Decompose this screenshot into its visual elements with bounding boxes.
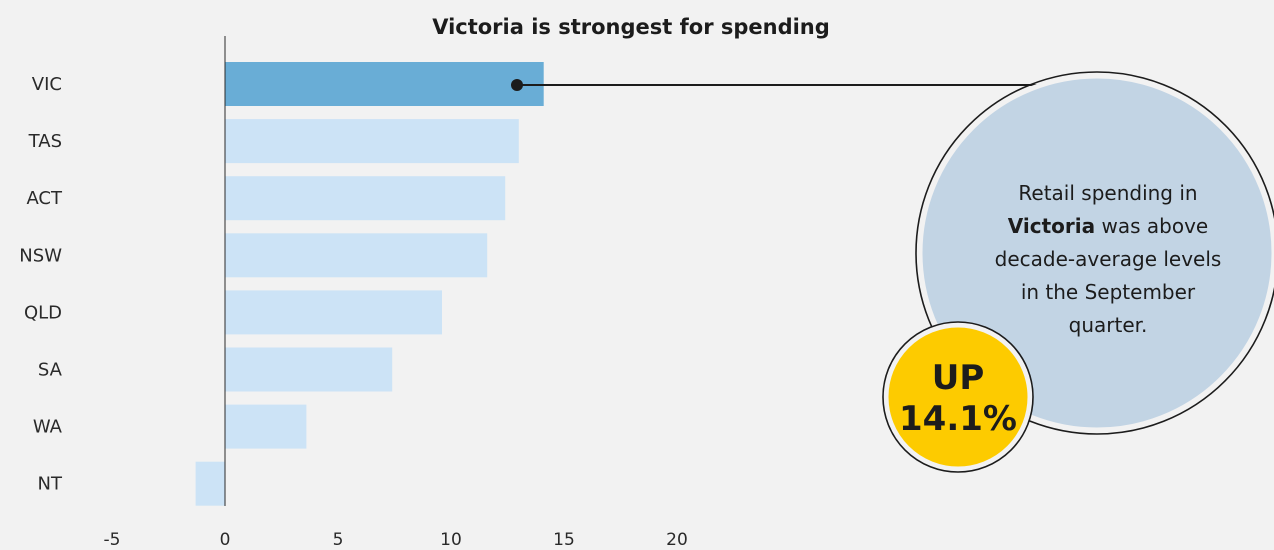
chart-title: Victoria is strongest for spending — [432, 15, 830, 39]
category-labels: VIC TAS ACT NSW QLD SA WA NT — [19, 74, 63, 495]
badge-line-1: UP — [932, 358, 985, 398]
x-tick-label: 5 — [333, 530, 344, 550]
x-axis-ticks: -5 0 5 10 15 20 — [104, 530, 688, 550]
callout-line-2-rest: was above — [1095, 214, 1208, 238]
callout-line-4: in the September — [1021, 280, 1196, 304]
badge-circle-outline — [882, 321, 1034, 473]
x-tick-label: -5 — [104, 530, 121, 550]
badge-line-2: 14.1% — [899, 399, 1017, 439]
category-label-sa: SA — [38, 360, 63, 381]
bar-qld — [225, 290, 442, 335]
category-label-nsw: NSW — [19, 245, 62, 266]
bars-layer — [195, 62, 544, 506]
category-label-qld: QLD — [24, 302, 62, 323]
category-label-tas: TAS — [28, 131, 62, 152]
x-tick-label: 15 — [553, 530, 575, 550]
x-tick-label: 10 — [440, 530, 462, 550]
badge-circle — [883, 322, 1033, 472]
bar-wa — [225, 404, 307, 449]
bar-act — [225, 176, 506, 221]
callout-circle-outline — [915, 71, 1274, 435]
callout-line-3: decade-average levels — [995, 247, 1222, 271]
category-label-vic: VIC — [32, 74, 62, 95]
x-tick-label: 20 — [666, 530, 688, 550]
x-tick-label: 0 — [220, 530, 231, 550]
bar-nt — [195, 461, 225, 506]
bar-nsw — [225, 233, 488, 278]
callout-leader-dot — [511, 79, 523, 91]
category-label-act: ACT — [26, 188, 63, 209]
category-label-wa: WA — [33, 417, 63, 438]
callout-line-1: Retail spending in — [1018, 181, 1197, 205]
bar-tas — [225, 119, 519, 164]
callout-line-2: Victoria was above — [1008, 214, 1208, 238]
callout-line-5: quarter. — [1069, 313, 1148, 337]
category-label-nt: NT — [38, 474, 63, 495]
callout-highlight-state: Victoria — [1008, 214, 1095, 238]
bar-vic — [225, 62, 544, 106]
bar-sa — [225, 347, 393, 392]
callout-text: Retail spending in Victoria was above de… — [995, 181, 1222, 337]
